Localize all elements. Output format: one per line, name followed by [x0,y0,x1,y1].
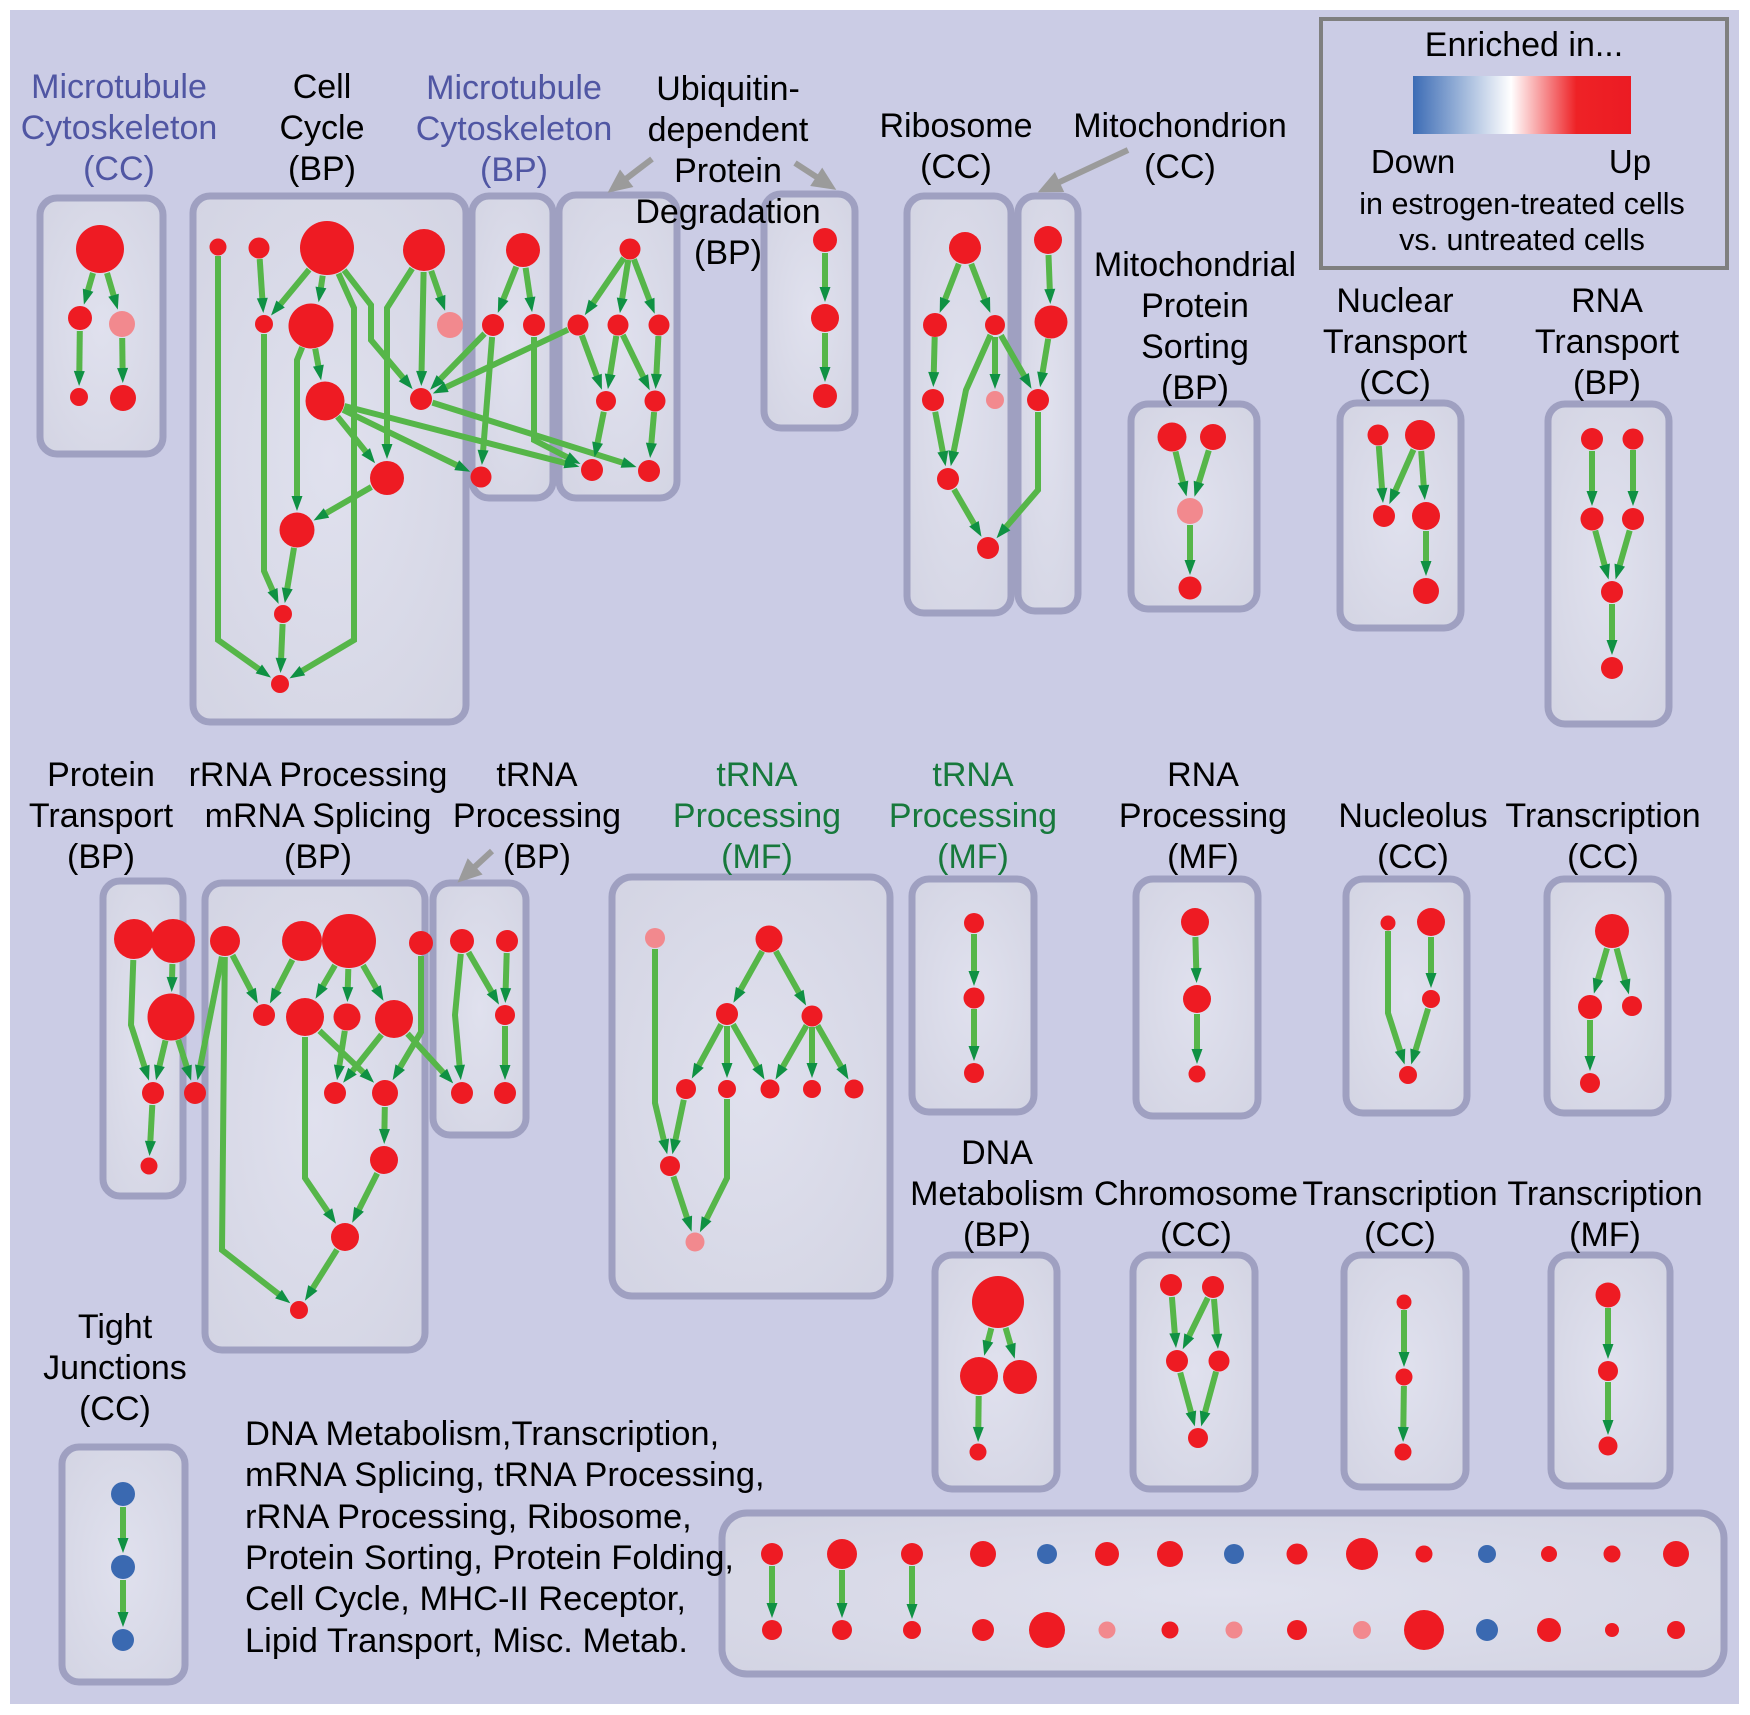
svg-text:(CC): (CC) [1160,1216,1232,1254]
svg-text:Transport: Transport [1323,323,1468,361]
svg-text:Processing: Processing [453,797,621,835]
svg-text:(MF): (MF) [1569,1216,1641,1254]
svg-text:Transcription: Transcription [1302,1175,1497,1213]
svg-text:mRNA Splicing, tRNA Processing: mRNA Splicing, tRNA Processing, [245,1456,765,1494]
svg-text:dependent: dependent [648,111,809,149]
svg-text:Cytoskeleton: Cytoskeleton [21,109,218,147]
svg-text:Mitochondrial: Mitochondrial [1094,246,1296,284]
svg-text:Transport: Transport [1535,323,1680,361]
svg-text:(BP): (BP) [480,151,548,189]
svg-text:Processing: Processing [1119,797,1287,835]
svg-text:Down: Down [1371,143,1455,180]
svg-text:(CC): (CC) [83,150,155,188]
svg-text:(BP): (BP) [288,150,356,188]
svg-text:(BP): (BP) [67,838,135,876]
svg-text:(BP): (BP) [1161,369,1229,407]
svg-text:DNA Metabolism,Transcription,: DNA Metabolism,Transcription, [245,1415,719,1453]
svg-text:(CC): (CC) [1144,148,1216,186]
svg-text:Cell: Cell [293,68,352,106]
svg-text:(CC): (CC) [79,1390,151,1428]
svg-text:Cycle: Cycle [279,109,364,147]
svg-text:Nucleolus: Nucleolus [1338,797,1487,835]
svg-text:(CC): (CC) [1364,1216,1436,1254]
svg-text:tRNA: tRNA [716,756,798,794]
svg-text:Microtubule: Microtubule [426,69,602,107]
svg-text:Protein: Protein [47,756,155,794]
svg-text:mRNA Splicing: mRNA Splicing [205,797,432,835]
svg-text:Chromosome: Chromosome [1094,1175,1298,1213]
svg-text:Nuclear: Nuclear [1336,282,1453,320]
svg-text:(CC): (CC) [1567,838,1639,876]
svg-text:Protein Sorting, Protein Foldi: Protein Sorting, Protein Folding, [245,1539,734,1577]
svg-text:(CC): (CC) [1377,838,1449,876]
svg-text:Microtubule: Microtubule [31,68,207,106]
svg-text:Enriched in...: Enriched in... [1425,26,1623,64]
svg-text:(MF): (MF) [1167,838,1239,876]
svg-text:(MF): (MF) [721,838,793,876]
svg-text:Cell Cycle, MHC-II Receptor,: Cell Cycle, MHC-II Receptor, [245,1580,686,1618]
svg-text:(BP): (BP) [284,838,352,876]
svg-text:Protein: Protein [1141,287,1249,325]
svg-text:RNA: RNA [1167,756,1239,794]
svg-text:rRNA Processing, Ribosome,: rRNA Processing, Ribosome, [245,1498,692,1536]
svg-text:Protein: Protein [674,152,782,190]
svg-text:RNA: RNA [1571,282,1643,320]
svg-text:Metabolism: Metabolism [910,1175,1084,1213]
svg-text:tRNA: tRNA [496,756,578,794]
svg-text:(BP): (BP) [1573,364,1641,402]
svg-text:Up: Up [1609,143,1651,180]
svg-text:Cytoskeleton: Cytoskeleton [416,110,613,148]
svg-text:Transcription: Transcription [1507,1175,1702,1213]
svg-text:Transcription: Transcription [1505,797,1700,835]
svg-text:Processing: Processing [673,797,841,835]
svg-text:Junctions: Junctions [43,1349,187,1387]
svg-text:(BP): (BP) [503,838,571,876]
svg-text:Mitochondrion: Mitochondrion [1073,107,1287,145]
svg-text:in estrogen-treated cells: in estrogen-treated cells [1359,187,1685,221]
svg-text:Tight: Tight [78,1308,153,1346]
svg-text:tRNA: tRNA [932,756,1014,794]
svg-text:Processing: Processing [889,797,1057,835]
svg-text:Ubiquitin-: Ubiquitin- [656,70,800,108]
svg-text:(CC): (CC) [1359,364,1431,402]
svg-text:Lipid Transport, Misc. Metab.: Lipid Transport, Misc. Metab. [245,1622,688,1660]
svg-text:Degradation: Degradation [635,193,820,231]
svg-text:DNA: DNA [961,1134,1033,1172]
svg-text:rRNA Processing: rRNA Processing [189,756,448,794]
svg-text:Ribosome: Ribosome [879,107,1032,145]
svg-text:(BP): (BP) [963,1216,1031,1254]
svg-text:Transport: Transport [29,797,174,835]
svg-text:vs. untreated cells: vs. untreated cells [1399,223,1645,257]
svg-text:(BP): (BP) [694,234,762,272]
svg-text:(MF): (MF) [937,838,1009,876]
svg-text:Sorting: Sorting [1141,328,1249,366]
svg-text:(CC): (CC) [920,148,992,186]
